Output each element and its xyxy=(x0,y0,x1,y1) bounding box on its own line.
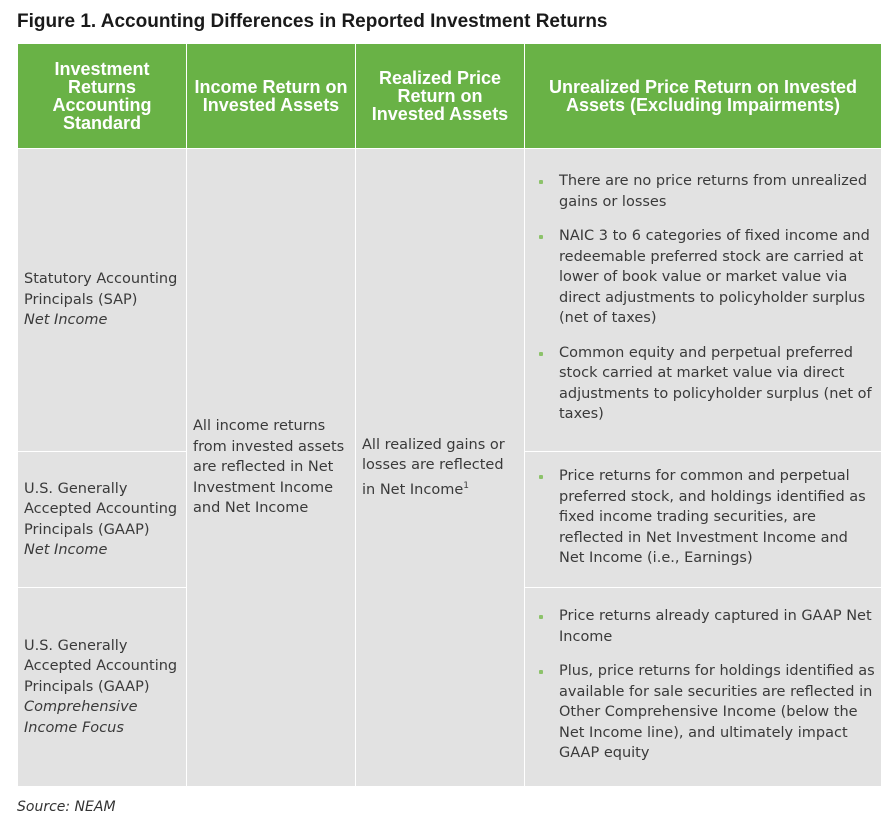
unrealized-cell: Price returns already captured in GAAP N… xyxy=(524,587,882,787)
figure-title: Figure 1. Accounting Differences in Repo… xyxy=(17,11,608,32)
list-item: Price returns already captured in GAAP N… xyxy=(539,606,875,647)
standard-cell: U.S. Generally Accepted Accounting Princ… xyxy=(17,451,187,588)
header-standard: Investment Returns Accounting Standard xyxy=(17,44,187,149)
realized-return-cell: All realized gains or losses are reflect… xyxy=(355,148,525,787)
list-item: NAIC 3 to 6 categories of fixed income a… xyxy=(539,226,875,329)
source-note: Source: NEAM xyxy=(17,799,116,815)
unrealized-cell: There are no price returns from unrealiz… xyxy=(524,148,882,452)
header-row: Investment Returns Accounting Standard I… xyxy=(17,44,882,149)
standard-cell: Statutory Accounting Principals (SAP) Net… xyxy=(17,148,187,452)
list-item: There are no price returns from unrealiz… xyxy=(539,171,875,212)
list-item: Price returns for common and perpetual p… xyxy=(539,466,875,569)
standard-cell: U.S. Generally Accepted Accounting Princ… xyxy=(17,587,187,787)
list-item: Common equity and perpetual preferred st… xyxy=(539,343,875,425)
accounting-table: Investment Returns Accounting Standard I… xyxy=(17,44,882,787)
header-income: Income Return on Invested Assets xyxy=(186,44,356,149)
list-item: Plus, price returns for holdings identif… xyxy=(539,661,875,764)
income-return-cell: All income returns from invested assets … xyxy=(186,148,356,787)
unrealized-cell: Price returns for common and perpetual p… xyxy=(524,451,882,588)
table-row: U.S. Generally Accepted Accounting Princ… xyxy=(17,587,882,787)
header-realized: Realized Price Return on Invested Assets xyxy=(355,44,525,149)
table-row: Statutory Accounting Principals (SAP) Net… xyxy=(17,148,882,787)
table-row: U.S. Generally Accepted Accounting Princ… xyxy=(17,451,882,588)
footnote-marker: 1 xyxy=(463,480,469,491)
header-unrealized: Unrealized Price Return on Invested Asse… xyxy=(524,44,882,149)
